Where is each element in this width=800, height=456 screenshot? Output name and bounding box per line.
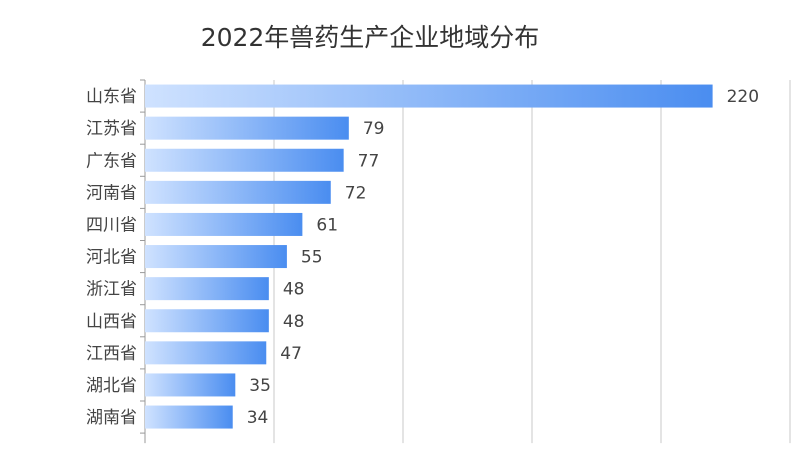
category-label: 湖北省: [86, 376, 137, 396]
data-label: 61: [316, 215, 338, 235]
data-label: 48: [283, 280, 305, 300]
grid-lines: [273, 80, 791, 444]
category-label: 江西省: [86, 344, 137, 364]
category-label: 浙江省: [86, 280, 137, 300]
bar: [145, 341, 267, 365]
category-label: 河北省: [86, 248, 137, 268]
bar: [145, 212, 303, 236]
value-labels: 220 79 77 72 61 55 48 48 47 35 34: [247, 87, 759, 428]
data-label: 220: [727, 87, 759, 107]
bar: [145, 373, 236, 397]
data-label: 72: [345, 183, 367, 203]
category-label: 江苏省: [86, 119, 137, 139]
bar: [145, 180, 331, 204]
bar: [145, 309, 269, 333]
category-label: 河南省: [86, 183, 137, 203]
data-label: 79: [363, 119, 385, 139]
category-label: 四川省: [86, 215, 137, 235]
category-label: 广东省: [86, 151, 137, 171]
bar: [145, 277, 269, 301]
bar: [145, 116, 349, 140]
y-axis: [140, 79, 146, 444]
bars: [145, 84, 713, 429]
data-label: 77: [358, 151, 380, 171]
bar: [145, 148, 344, 172]
data-label: 47: [280, 344, 302, 364]
category-label: 湖南省: [86, 408, 137, 428]
category-label: 山西省: [86, 312, 137, 332]
chart-title: 2022年兽药生产企业地域分布: [200, 23, 540, 52]
bar: [145, 84, 713, 108]
bar: [145, 405, 233, 429]
data-label: 35: [249, 376, 271, 396]
category-label: 山东省: [86, 87, 137, 107]
bar: [145, 245, 287, 269]
data-label: 34: [247, 408, 269, 428]
data-label: 48: [283, 312, 305, 332]
data-label: 55: [301, 248, 323, 268]
